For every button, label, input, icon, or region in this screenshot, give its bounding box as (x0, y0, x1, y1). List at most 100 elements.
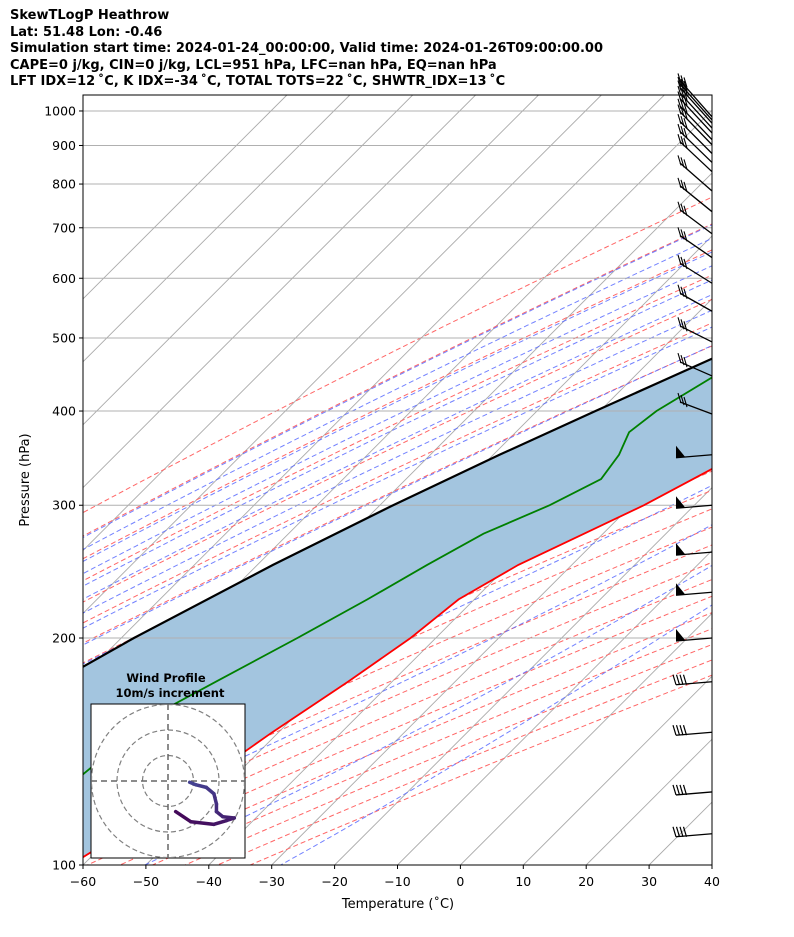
x-tick-label: −30 (259, 874, 285, 889)
x-tick-label: −20 (321, 874, 347, 889)
hodograph-segment (221, 814, 237, 820)
barb-flag (680, 82, 685, 93)
barb-shaft (679, 130, 713, 163)
barb-flag (683, 356, 688, 368)
wind-barb (677, 177, 713, 213)
barb-flag (680, 106, 685, 117)
isotherm-line (397, 549, 712, 865)
moist-adiabat-line (83, 265, 712, 575)
y-tick-label: 1000 (44, 103, 76, 118)
barb-flag (677, 80, 682, 91)
barb-flag (683, 321, 688, 332)
barb-flag (677, 76, 682, 88)
barb-flag (677, 227, 682, 238)
x-tick-label: 20 (578, 874, 594, 889)
y-tick-label: 800 (52, 177, 76, 192)
barb-flag (682, 826, 688, 837)
barb-shaft (679, 325, 713, 343)
indices-line: LFT IDX=12 ˚C, K IDX=-34 ˚C, TOTAL TOTS=… (10, 74, 506, 89)
barb-flag (683, 159, 688, 170)
parcel-profile-line (83, 357, 712, 669)
barb-shaft (679, 111, 713, 146)
hodograph-segment (212, 792, 219, 806)
y-tick-label: 900 (52, 138, 76, 153)
barb-flag (680, 319, 685, 330)
barb-flag (683, 181, 688, 193)
barb-shaft (679, 292, 713, 312)
barb-shaft (675, 591, 713, 596)
barb-flag (679, 725, 684, 736)
hodograph-inset: Wind Profile 10m/s increment (90, 671, 246, 859)
barb-flag (677, 284, 682, 295)
y-tick-label: 700 (52, 220, 76, 235)
y-tick-label: 500 (52, 330, 76, 345)
moist-adiabat-line (83, 345, 712, 646)
wind-barb (677, 201, 713, 235)
barb-flag (680, 87, 685, 99)
wind-barb (675, 496, 713, 509)
chart-title-block: SkewTLogP Heathrow Lat: 51.48 Lon: -0.46… (10, 8, 603, 91)
wind-barb (677, 134, 713, 173)
barb-flag (675, 674, 681, 685)
x-axis-label: Temperature (˚C) (341, 896, 454, 912)
x-tick-label: 0 (456, 874, 464, 889)
barb-flag (683, 396, 688, 408)
barb-shaft (679, 185, 713, 213)
barb-flag (680, 157, 685, 168)
wind-barb (675, 543, 713, 556)
dry-adiabat-line (83, 298, 712, 603)
chart-title: SkewTLogP Heathrow (10, 8, 170, 23)
dewpoint-profile-line (83, 376, 712, 776)
isotherm-line (711, 864, 712, 865)
barb-flag (677, 123, 682, 135)
dry-adiabat-line (83, 196, 712, 514)
barb-flag (677, 155, 682, 166)
isotherm-line (83, 95, 414, 426)
barb-flag (677, 254, 682, 266)
barb-pennant (676, 445, 685, 458)
moist-adiabat-line (83, 524, 712, 834)
isotherm-line (83, 95, 539, 552)
temperature-profile-line (83, 467, 712, 859)
moist-adiabat-line (83, 224, 712, 539)
barb-flag (683, 80, 688, 92)
wind-barb (677, 352, 713, 377)
location-line: Lat: 51.48 Lon: -0.46 (10, 24, 163, 40)
barb-flag (672, 826, 677, 837)
barb-flag (675, 826, 681, 837)
wind-barb (677, 104, 713, 146)
dry-adiabat-line (83, 322, 712, 624)
isotherm-line (83, 95, 665, 677)
barb-pennant (676, 496, 685, 509)
wind-barb (672, 826, 713, 838)
barb-shaft (675, 504, 713, 509)
wind-barb (672, 784, 713, 796)
axes: −60 −50 −40 −30 −20 −10 0 10 20 30 40 1000 900 800 700… (44, 103, 720, 889)
barb-flag (683, 231, 688, 242)
barb-flag (680, 394, 685, 406)
hodograph-segment (173, 809, 193, 824)
wind-barb (677, 284, 713, 312)
barb-flag (680, 203, 685, 214)
profile-layer (83, 357, 712, 859)
barb-flag (682, 674, 688, 685)
wind-barb (677, 227, 713, 259)
simulation-time-line: Simulation start time: 2024-01-24_00:00:… (10, 41, 603, 56)
barb-flag (672, 674, 677, 685)
wind-barb (675, 445, 713, 459)
barb-flag (677, 85, 682, 97)
wind-barbs (672, 73, 713, 838)
barb-shaft (679, 262, 713, 284)
barb-flag (680, 115, 685, 127)
barb-flag (683, 95, 688, 106)
dry-adiabat-line (83, 489, 712, 773)
moist-adiabat-line (83, 484, 712, 785)
wind-barb (675, 629, 713, 642)
barb-pennant (676, 543, 685, 556)
barb-flag (683, 258, 688, 270)
barb-flag (683, 77, 688, 88)
barb-flag (683, 84, 688, 95)
moist-adiabat-line (83, 309, 712, 614)
wind-barb (677, 155, 713, 192)
